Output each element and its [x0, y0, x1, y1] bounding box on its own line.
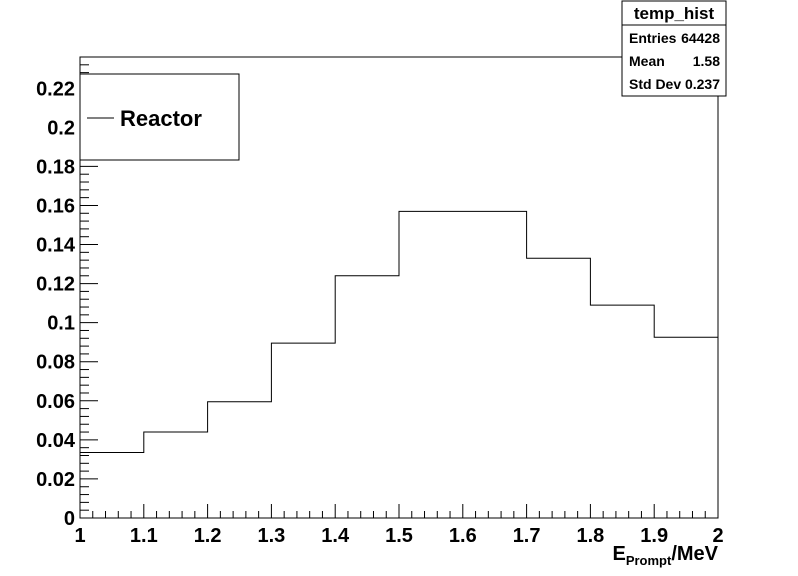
x-tick-label: 1.3: [257, 525, 285, 547]
y-tick-label: 0.16: [36, 195, 75, 217]
legend: Reactor: [79, 73, 240, 161]
stats-mean-label: Mean: [629, 53, 665, 69]
y-tick-label: 0.1: [47, 313, 75, 335]
y-tick-label: 0.06: [36, 391, 75, 413]
stats-mean-value: 1.58: [693, 53, 720, 69]
stats-box: temp_hist Entries 64428 Mean 1.58 Std De…: [621, 0, 727, 97]
legend-box: [79, 73, 240, 161]
x-tick-label: 1.4: [321, 525, 350, 547]
y-tick-label: 0: [64, 508, 75, 530]
stats-box-title: temp_hist: [634, 4, 715, 23]
x-tick-label: 2: [712, 525, 723, 547]
y-tick-label: 0.14: [36, 235, 76, 257]
x-tick-label: 1.9: [640, 525, 668, 547]
x-tick-label: 1.6: [449, 525, 477, 547]
y-tick-label: 0.08: [36, 352, 75, 374]
x-tick-label: 1.2: [194, 525, 222, 547]
x-tick-label: 1.8: [576, 525, 604, 547]
x-axis-title: EPrompt/MeV: [612, 543, 718, 568]
stats-box-frame: [621, 0, 727, 97]
y-axis: 0 0.02 0.04 0.06 0.08 0.1 0.12 0.14 0.16 0.18 0.2 0…: [36, 56, 98, 530]
x-axis-title-subscript: Prompt: [626, 553, 672, 568]
x-tick-label: 1.5: [385, 525, 413, 547]
stats-entries-label: Entries: [629, 30, 677, 46]
y-tick-label: 0.12: [36, 274, 75, 296]
legend-label-reactor: Reactor: [120, 106, 202, 131]
x-tick-label: 1.1: [130, 525, 158, 547]
stats-stddev-value: 0.237: [685, 76, 720, 92]
x-tick-label: 1: [74, 525, 85, 547]
x-axis-title-main: E: [612, 543, 625, 565]
x-tick-label: 1.7: [513, 525, 541, 547]
x-axis: 1 1.1 1.2 1.3 1.4 1.5 1.6 1.7 1.8 1.9 2: [74, 504, 724, 547]
y-tick-label: 0.2: [47, 117, 75, 139]
y-tick-label: 0.04: [36, 430, 76, 452]
stats-stddev-label: Std Dev: [629, 76, 681, 92]
y-tick-label: 0.02: [36, 469, 75, 491]
histogram-outline: [80, 210, 718, 454]
x-axis-title-unit: /MeV: [671, 543, 718, 565]
stats-entries-value: 64428: [681, 30, 720, 46]
histogram-series: [80, 210, 718, 454]
y-tick-label: 0.18: [36, 156, 75, 178]
y-tick-label: 0.22: [36, 78, 75, 100]
